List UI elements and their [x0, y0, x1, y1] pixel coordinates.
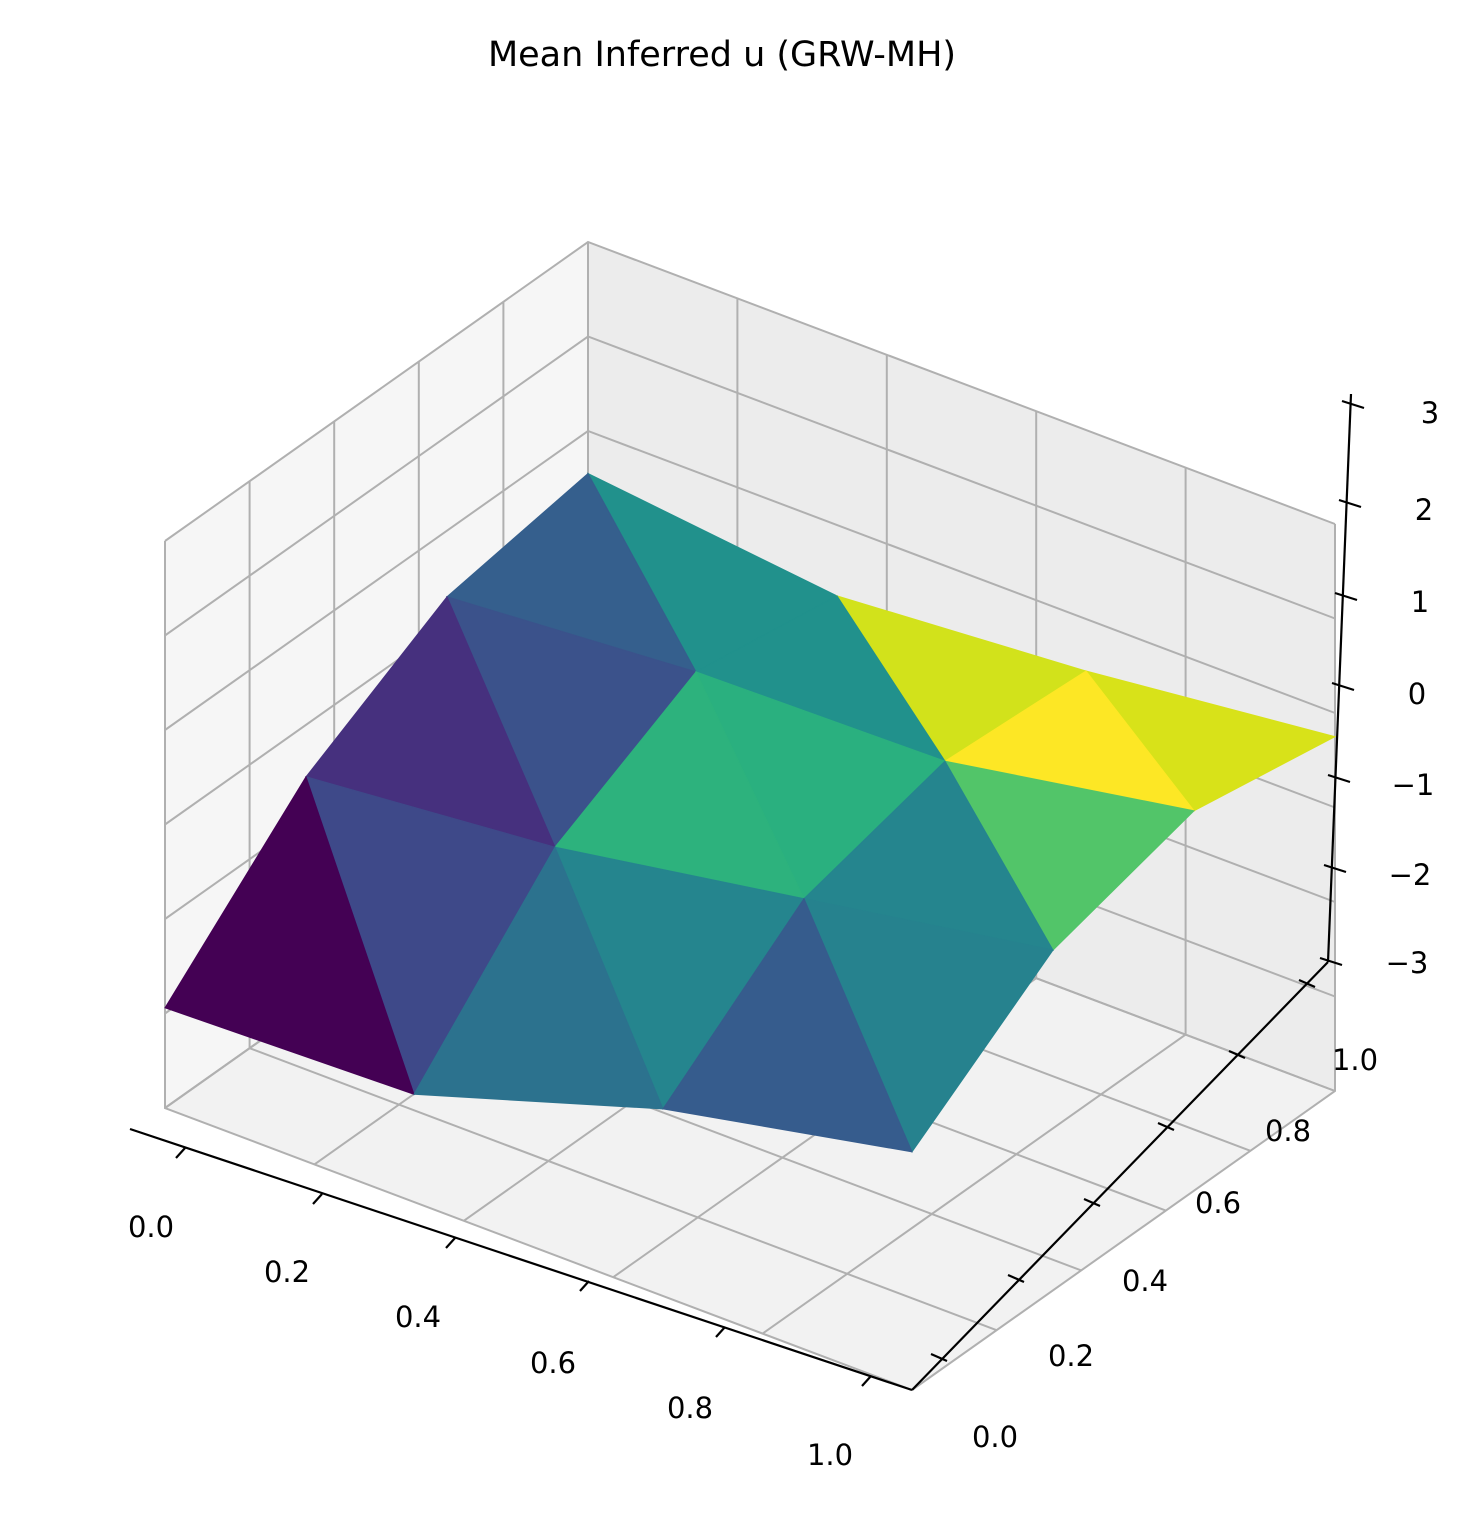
- x-tick: [175, 1147, 186, 1159]
- z-tick: [1341, 399, 1365, 410]
- surface-mesh: [164, 472, 1337, 1153]
- y-tick-label: 0.6: [1195, 1186, 1241, 1220]
- x-tick: [579, 1280, 590, 1292]
- x-axis-line: [129, 1127, 913, 1392]
- x-tick-label: 0.4: [395, 1300, 441, 1334]
- z-tick: [1338, 498, 1362, 509]
- z-tick: [1327, 773, 1351, 784]
- z-tick-label: −1: [1392, 768, 1435, 802]
- z-tick-label: 1: [1411, 585, 1429, 619]
- x-tick-label: 0.2: [264, 1255, 310, 1289]
- z-tick-label: −3: [1386, 946, 1429, 980]
- x-tick-label: 0.8: [667, 1391, 713, 1425]
- x-tick: [445, 1237, 456, 1249]
- surface-triangle: [413, 846, 664, 1110]
- y-tick: [930, 1352, 948, 1363]
- z-tick-label: 2: [1415, 493, 1433, 527]
- x-tick-label: 0.0: [128, 1210, 174, 1244]
- x-tick: [861, 1375, 872, 1387]
- y-tick: [1083, 1197, 1101, 1208]
- chart-title: Mean Inferred u (GRW-MH): [488, 35, 956, 75]
- z-tick: [1323, 863, 1347, 874]
- z-tick-label: 0: [1408, 677, 1426, 711]
- z-tick: [1334, 591, 1358, 602]
- y-tick-label: 0.2: [1048, 1339, 1094, 1373]
- y-tick: [1007, 1273, 1025, 1284]
- y-tick: [1228, 1049, 1246, 1060]
- surface-triangle: [164, 775, 415, 1096]
- z-tick: [1319, 956, 1343, 967]
- x-tick: [312, 1193, 323, 1205]
- y-tick: [1157, 1121, 1175, 1132]
- y-tick-label: 0.8: [1265, 1114, 1311, 1148]
- surface-triangle: [662, 897, 913, 1153]
- y-tick-label: 0.4: [1122, 1264, 1168, 1298]
- y-tick-label: 0.0: [972, 1420, 1018, 1454]
- gridline-z: [164, 429, 1336, 731]
- x-tick: [715, 1326, 726, 1338]
- x-tick-label: 1.0: [807, 1438, 853, 1472]
- gridline-z: [164, 335, 1336, 637]
- y-axis-line: [911, 961, 1329, 1391]
- x-tick-label: 0.6: [530, 1346, 576, 1380]
- tick-labels: 0.0 0.2 0.4 0.6 0.8 1.0 0.0 0.2 0.4 0.6 0.8 1.0 −3 −2…: [128, 396, 1439, 1472]
- axis-lines: [129, 393, 1365, 1392]
- z-tick-label: 3: [1421, 396, 1439, 430]
- y-tick-label: 1.0: [1332, 1043, 1378, 1077]
- y-tick: [1298, 978, 1316, 989]
- z-tick: [1331, 681, 1355, 692]
- z-tick-label: −2: [1389, 858, 1432, 892]
- gridline-z: [164, 240, 1336, 542]
